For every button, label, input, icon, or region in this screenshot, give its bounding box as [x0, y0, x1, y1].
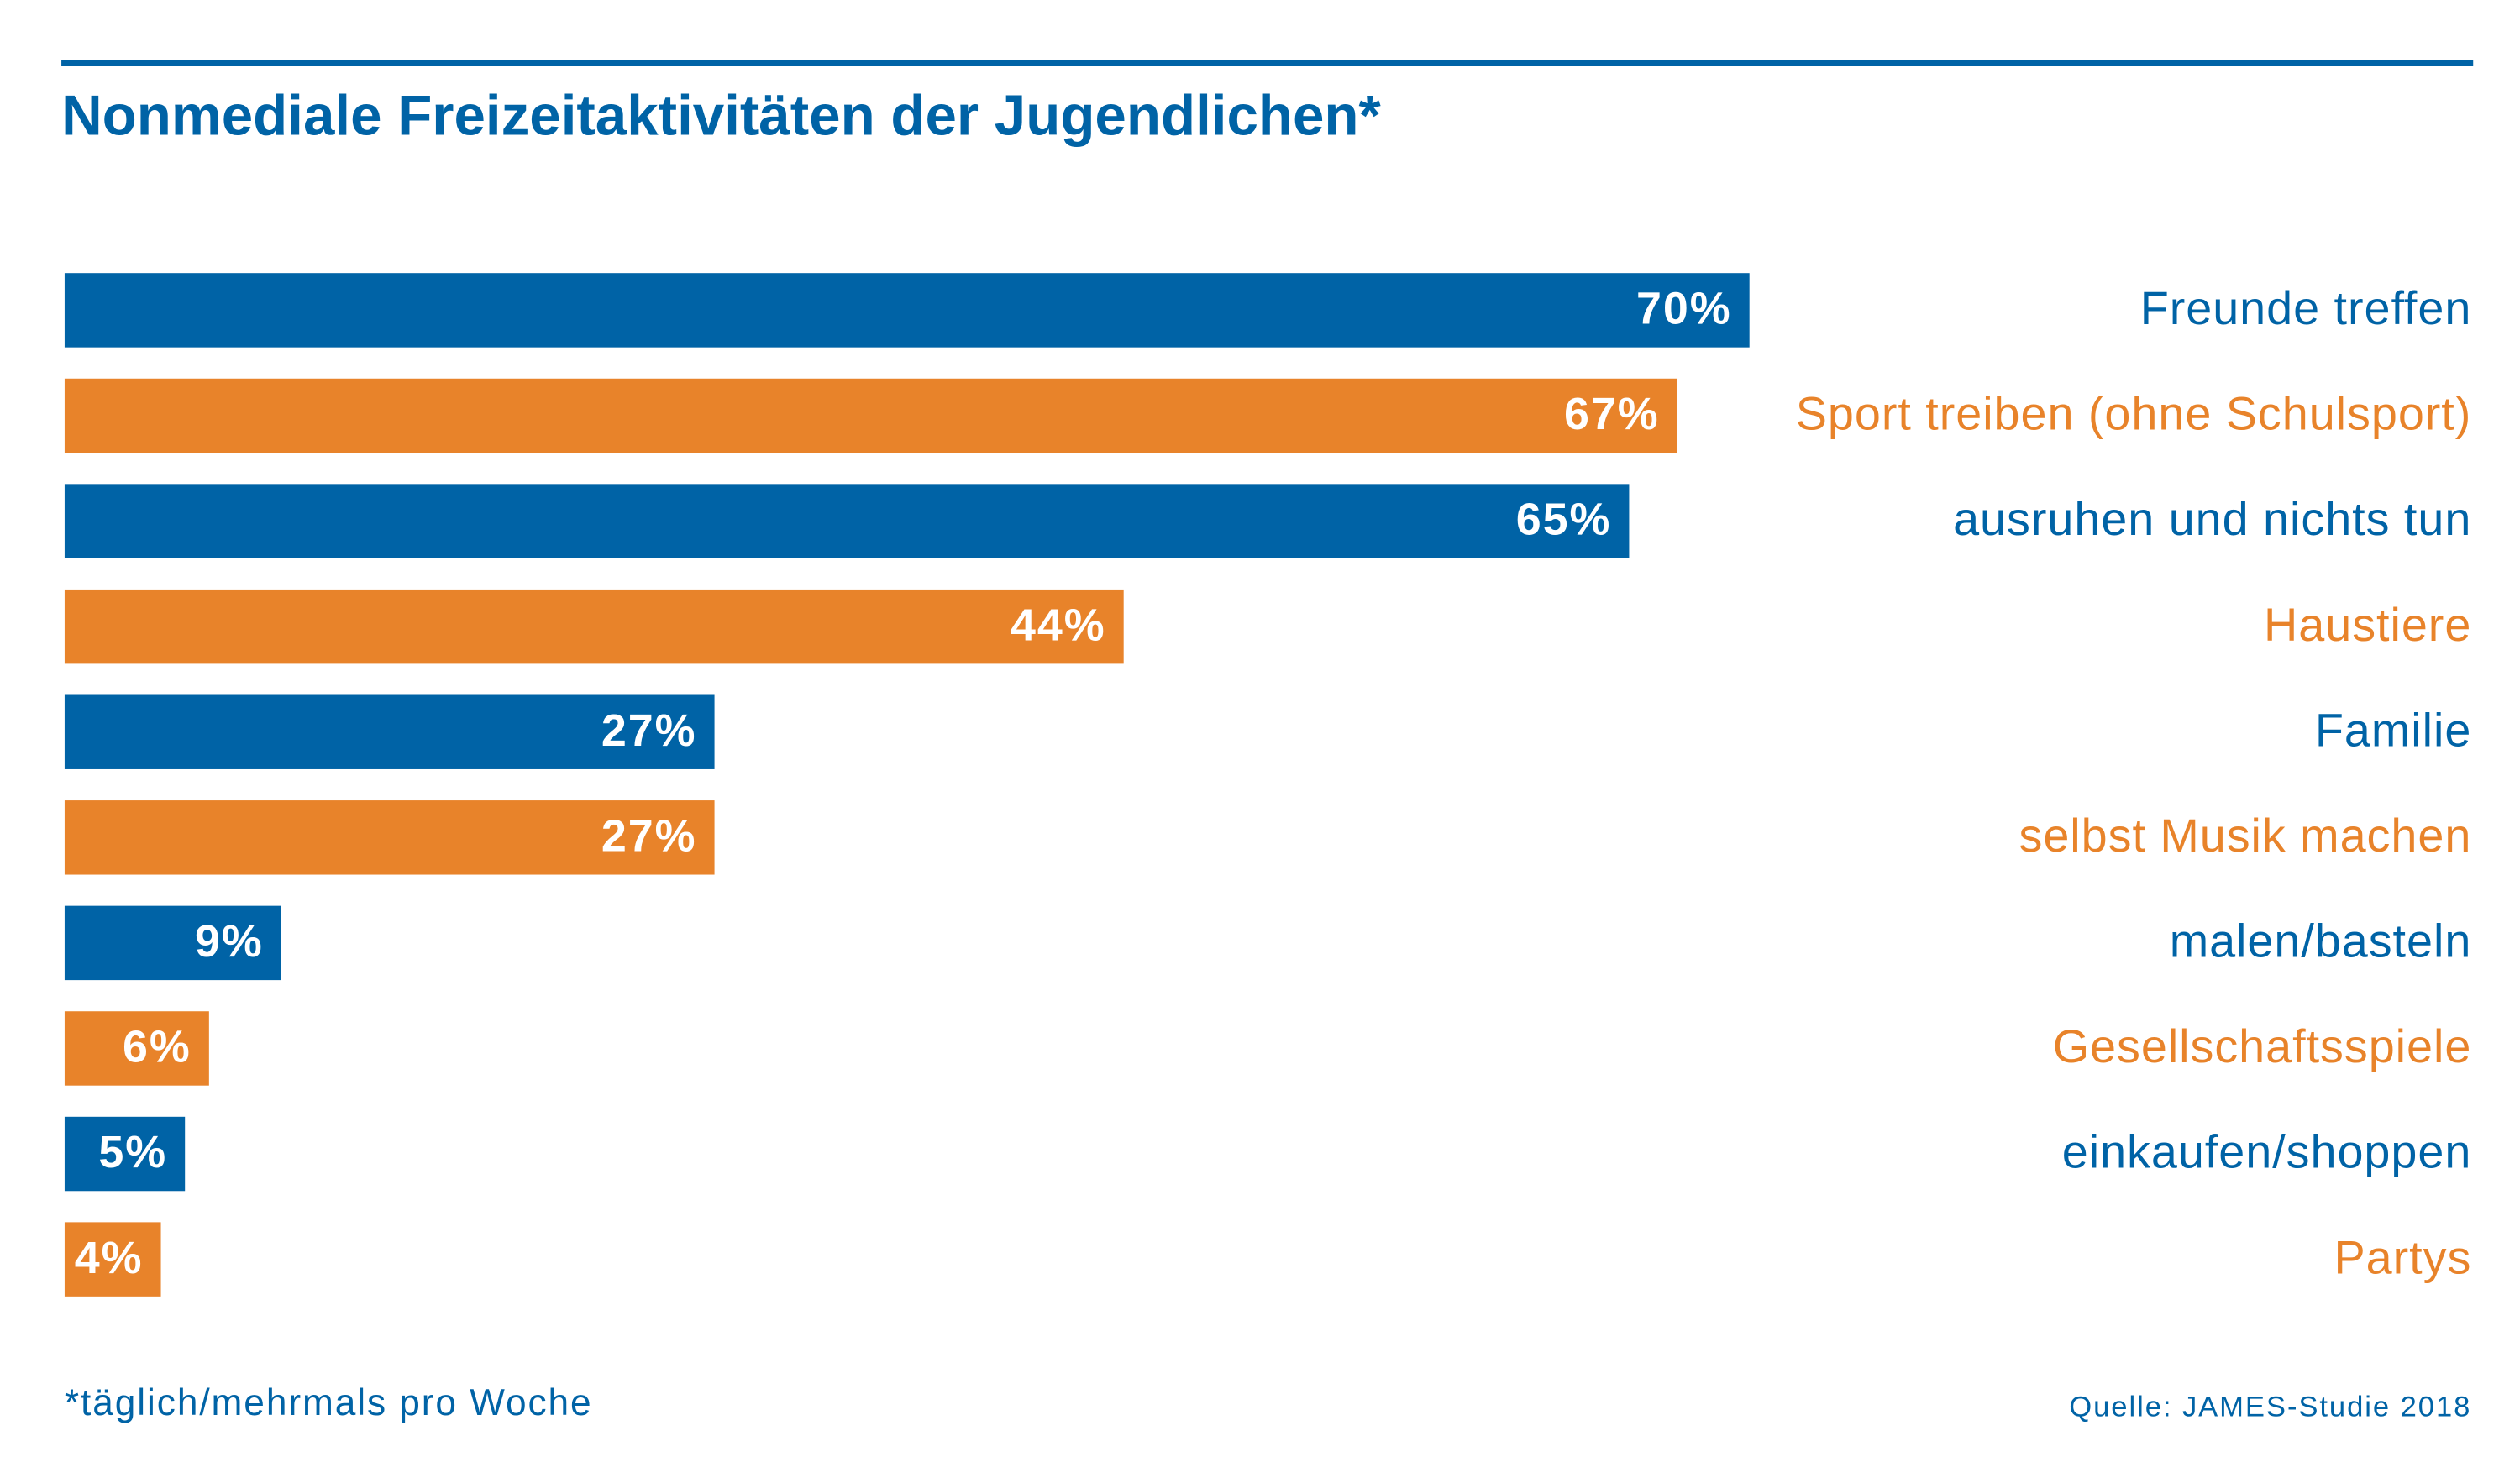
category-label: malen/basteln [2170, 915, 2472, 967]
value-label: 70% [1636, 284, 1732, 334]
bar [64, 589, 1124, 664]
source: Quelle: JAMES-Studie 2018 [2069, 1391, 2471, 1423]
value-label: 5% [98, 1127, 167, 1177]
category-label: Freunde treffen [2140, 282, 2472, 334]
bar [64, 905, 281, 981]
value-label: 67% [1564, 389, 1660, 439]
bar [64, 1116, 186, 1192]
value-label: 27% [601, 705, 697, 756]
value-label: 44% [1011, 600, 1106, 650]
category-label: Partys [2334, 1231, 2472, 1283]
bar [64, 694, 715, 769]
category-label: Familie [2315, 704, 2471, 756]
bar [64, 378, 1677, 453]
value-label: 6% [123, 1022, 192, 1072]
category-label: Sport treiben (ohne Schulsport) [1796, 388, 2472, 440]
bar [64, 1222, 161, 1297]
bar [64, 800, 715, 875]
value-label: 65% [1516, 495, 1612, 545]
category-label: selbst Musik machen [2019, 810, 2471, 862]
category-label: Haustiere [2264, 599, 2471, 651]
bar [64, 484, 1630, 558]
chart-title: Nonmediale Freizeitaktivitäten der Jugen… [61, 84, 1381, 147]
value-label: 27% [601, 810, 697, 861]
value-label: 4% [75, 1233, 144, 1283]
footnote: *täglich/mehrmals pro Woche [65, 1382, 593, 1423]
bar [64, 273, 1750, 348]
bar [64, 1011, 209, 1086]
category-label: Gesellschaftsspiele [2053, 1020, 2472, 1072]
value-label: 9% [195, 916, 264, 967]
category-label: ausruhen und nichts tun [1953, 493, 2471, 545]
category-label: einkaufen/shoppen [2062, 1126, 2472, 1178]
